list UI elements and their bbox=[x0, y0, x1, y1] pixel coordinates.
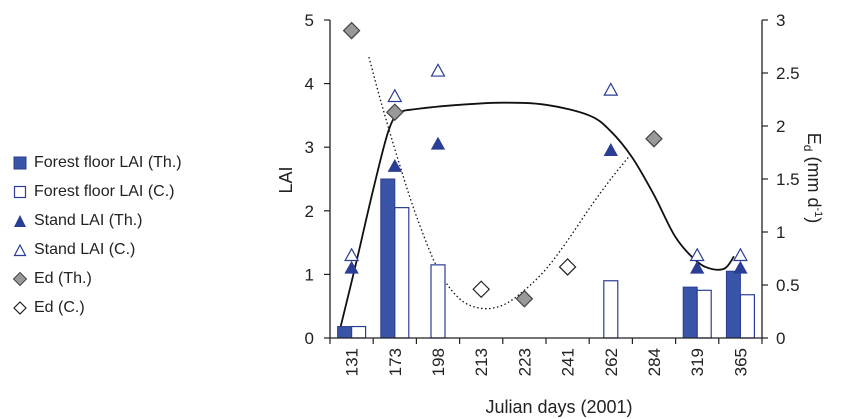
x-tick-label: 262 bbox=[602, 348, 621, 376]
y-tick-label: 5 bbox=[305, 11, 314, 30]
x-tick-label: 198 bbox=[429, 348, 448, 376]
x-tick-label: 173 bbox=[386, 348, 405, 376]
x-axis-title: Julian days (2001) bbox=[485, 397, 632, 417]
x-tick-label: 241 bbox=[559, 348, 578, 376]
marker-stand-lai-c bbox=[732, 247, 748, 262]
y-axis-title: LAI bbox=[276, 166, 296, 193]
marker-ed-th bbox=[385, 103, 404, 122]
y2-title-close: ) bbox=[804, 217, 824, 223]
bar-forest-floor-c bbox=[739, 294, 756, 339]
legend-item: Stand LAI (C.) bbox=[12, 235, 182, 264]
marker-stand-lai-th bbox=[387, 158, 402, 172]
bars bbox=[337, 178, 756, 339]
y2-tick-label: 2.5 bbox=[776, 64, 800, 83]
legend-label: Ed (C.) bbox=[34, 298, 85, 316]
legend-swatch-diamond-open bbox=[13, 300, 27, 315]
y2-title-unit: (mm d bbox=[804, 151, 824, 207]
y2-title-sub: d bbox=[801, 145, 815, 152]
bar-forest-floor-th bbox=[337, 326, 353, 339]
marker-stand-lai-th bbox=[733, 260, 748, 274]
legend-item: Ed (Th.) bbox=[12, 264, 182, 293]
bar-forest-floor-c bbox=[394, 207, 410, 339]
marker-stand-lai-c bbox=[430, 63, 446, 77]
legend: Forest floor LAI (Th.) Forest floor LAI … bbox=[12, 148, 182, 322]
legend-label: Stand LAI (Th.) bbox=[34, 211, 143, 229]
bar-forest-floor-c bbox=[603, 280, 619, 339]
legend-label: Forest floor LAI (C.) bbox=[34, 182, 175, 200]
x-tick-label: 213 bbox=[472, 348, 491, 376]
y2-tick-label: 2 bbox=[776, 117, 785, 136]
marker-stand-lai-c bbox=[344, 247, 360, 262]
marker-ed-c bbox=[558, 258, 577, 276]
x-tick-label: 131 bbox=[343, 348, 362, 376]
markers bbox=[342, 21, 748, 308]
bar-forest-floor-c bbox=[430, 264, 446, 339]
marker-stand-lai-c bbox=[689, 247, 705, 262]
marker-stand-lai-th bbox=[430, 136, 446, 150]
y2-tick-label: 0 bbox=[776, 329, 785, 348]
y2-axis-title: Ed (mm d-1) bbox=[801, 133, 824, 223]
y2-tick-label: 3 bbox=[776, 11, 785, 30]
legend-swatch-triangle-open bbox=[13, 243, 27, 256]
bar-forest-floor-c bbox=[351, 325, 367, 339]
marker-stand-lai-c bbox=[603, 82, 619, 96]
axes: 0 1 2 3 4 5 0 0.5 1 1.5 2 2.5 3 131 173 198 213 223 241 262… bbox=[305, 11, 800, 376]
legend-label: Stand LAI (C.) bbox=[34, 240, 136, 258]
legend-swatch-bar-open bbox=[13, 185, 27, 198]
marker-stand-lai-th bbox=[344, 260, 359, 274]
marker-stand-lai-th bbox=[603, 143, 618, 156]
legend-item: Forest floor LAI (C.) bbox=[12, 177, 182, 206]
bar-forest-floor-th bbox=[380, 178, 396, 339]
y-tick-label: 2 bbox=[305, 202, 314, 221]
legend-item: Stand LAI (Th.) bbox=[12, 206, 182, 235]
marker-ed-c bbox=[472, 280, 491, 299]
legend-swatch-diamond-filled bbox=[12, 271, 28, 286]
y-tick-label: 3 bbox=[305, 138, 314, 157]
y2-title-sup: -1 bbox=[812, 207, 824, 217]
legend-label: Ed (Th.) bbox=[34, 269, 92, 287]
x-tick-label: 284 bbox=[645, 348, 664, 376]
bar-forest-floor-th bbox=[682, 286, 698, 339]
marker-ed-th bbox=[645, 129, 663, 148]
y-tick-label: 1 bbox=[305, 265, 314, 284]
y-tick-label: 0 bbox=[305, 329, 314, 348]
legend-item: Ed (C.) bbox=[12, 293, 182, 322]
y2-tick-label: 1.5 bbox=[776, 170, 800, 189]
x-tick-label: 319 bbox=[688, 348, 707, 376]
marker-ed-th bbox=[342, 21, 361, 40]
bar-forest-floor-th bbox=[725, 270, 741, 339]
legend-swatch-bar-filled bbox=[13, 156, 27, 169]
x-tick-label: 223 bbox=[515, 348, 534, 376]
legend-label: Forest floor LAI (Th.) bbox=[34, 153, 182, 171]
marker-stand-lai-th bbox=[690, 260, 705, 274]
y2-title-main: E bbox=[804, 133, 824, 145]
x-tick-label: 365 bbox=[731, 348, 750, 376]
y2-tick-label: 0.5 bbox=[776, 276, 800, 295]
y2-tick-label: 1 bbox=[776, 223, 785, 242]
y-tick-label: 4 bbox=[305, 75, 314, 94]
bar-forest-floor-c bbox=[696, 289, 712, 339]
legend-swatch-triangle-filled bbox=[14, 214, 26, 227]
legend-item: Forest floor LAI (Th.) bbox=[12, 148, 182, 177]
marker-stand-lai-c bbox=[387, 88, 403, 103]
marker-ed-th bbox=[515, 289, 534, 308]
